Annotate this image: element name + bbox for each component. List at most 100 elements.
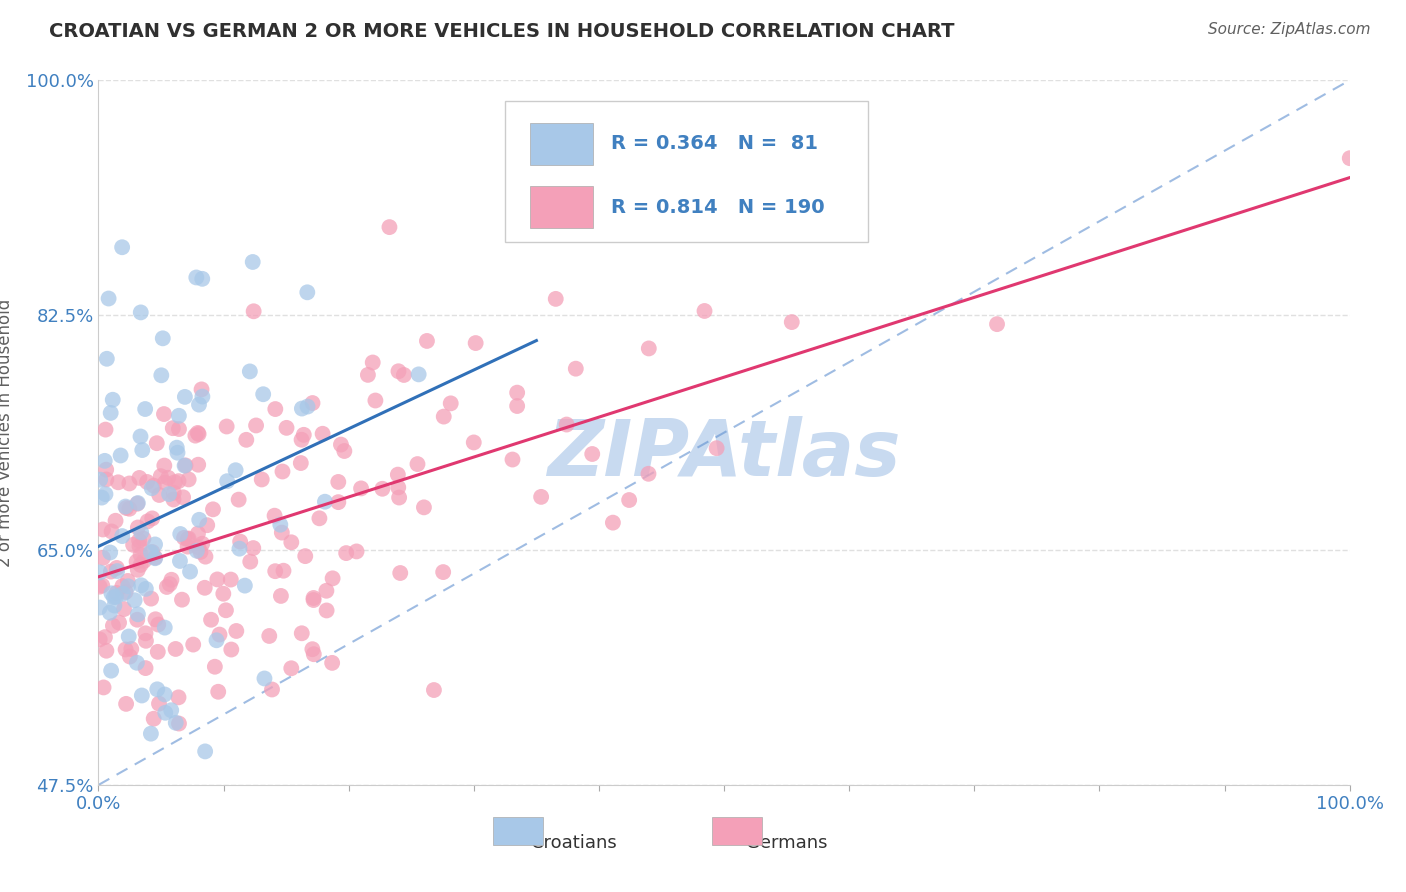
Point <box>131 443 153 458</box>
Point <box>162 421 184 435</box>
Point <box>167 409 190 423</box>
Text: ZIPAtlas: ZIPAtlas <box>547 416 901 491</box>
Point <box>128 533 150 548</box>
FancyBboxPatch shape <box>505 102 868 243</box>
Point <box>153 621 176 635</box>
Point <box>387 467 409 482</box>
Point <box>245 418 267 433</box>
Point <box>167 716 190 731</box>
Point <box>105 586 128 600</box>
Point <box>187 427 209 442</box>
Point <box>100 565 122 579</box>
Point <box>110 449 132 463</box>
Point <box>617 493 640 508</box>
Point <box>233 579 256 593</box>
Point <box>191 537 214 551</box>
Point <box>142 712 165 726</box>
Point <box>280 535 302 549</box>
Point <box>252 387 274 401</box>
Point <box>98 606 121 620</box>
Point <box>105 561 128 575</box>
Point <box>90 491 112 505</box>
Point <box>188 398 211 412</box>
Point <box>242 304 264 318</box>
Point <box>94 423 117 437</box>
Point <box>208 627 231 641</box>
Point <box>173 390 195 404</box>
Point <box>127 520 149 534</box>
Point <box>93 681 115 695</box>
Text: R = 0.814   N = 190: R = 0.814 N = 190 <box>612 198 825 217</box>
Point <box>167 690 190 705</box>
Point <box>152 331 174 345</box>
Point <box>176 540 198 554</box>
Point <box>100 524 122 539</box>
Point <box>111 240 134 254</box>
Point <box>149 469 172 483</box>
Point <box>129 548 152 562</box>
Point <box>253 672 276 686</box>
Point <box>118 476 141 491</box>
Point <box>163 475 186 490</box>
Text: Croatians: Croatians <box>531 834 617 852</box>
Point <box>129 305 152 319</box>
Point <box>387 364 409 378</box>
Point <box>128 539 150 553</box>
Point <box>111 579 134 593</box>
Point <box>162 492 184 507</box>
Point <box>132 532 155 546</box>
Point <box>181 638 204 652</box>
Point <box>153 475 176 490</box>
Point <box>322 571 344 585</box>
Point <box>127 607 149 622</box>
Point <box>228 492 250 507</box>
Point <box>276 421 298 435</box>
Point <box>190 383 212 397</box>
Point <box>115 697 138 711</box>
Point <box>89 632 111 647</box>
Point <box>96 463 118 477</box>
Point <box>139 726 162 740</box>
Point <box>389 566 412 580</box>
Point <box>103 599 125 613</box>
Point <box>408 368 430 382</box>
Point <box>315 603 337 617</box>
Point <box>105 564 128 578</box>
Point <box>146 682 169 697</box>
Point <box>143 551 166 566</box>
Point <box>581 447 603 461</box>
Point <box>141 545 163 559</box>
Point <box>406 457 429 471</box>
Point <box>132 554 155 568</box>
Point <box>139 591 162 606</box>
Point <box>112 602 135 616</box>
Point <box>141 481 163 495</box>
Point <box>167 474 190 488</box>
Point <box>270 589 292 603</box>
Point <box>346 544 368 558</box>
Point <box>94 630 117 644</box>
Point <box>173 458 195 473</box>
Point <box>163 485 186 500</box>
Point <box>136 475 159 489</box>
Point <box>269 517 291 532</box>
Point <box>271 465 294 479</box>
Point <box>228 541 250 556</box>
Point <box>165 715 187 730</box>
Point <box>114 500 136 514</box>
Point <box>693 304 716 318</box>
Point <box>157 471 180 485</box>
Text: R = 0.364   N =  81: R = 0.364 N = 81 <box>612 134 818 153</box>
Point <box>388 491 411 505</box>
Point <box>96 644 118 658</box>
Point <box>176 532 198 546</box>
Point <box>637 467 659 481</box>
Point <box>201 502 224 516</box>
Point <box>207 573 229 587</box>
Point <box>114 642 136 657</box>
Point <box>328 495 350 509</box>
Point <box>301 396 323 410</box>
Point <box>142 478 165 492</box>
Point <box>270 525 292 540</box>
Point <box>302 593 325 607</box>
